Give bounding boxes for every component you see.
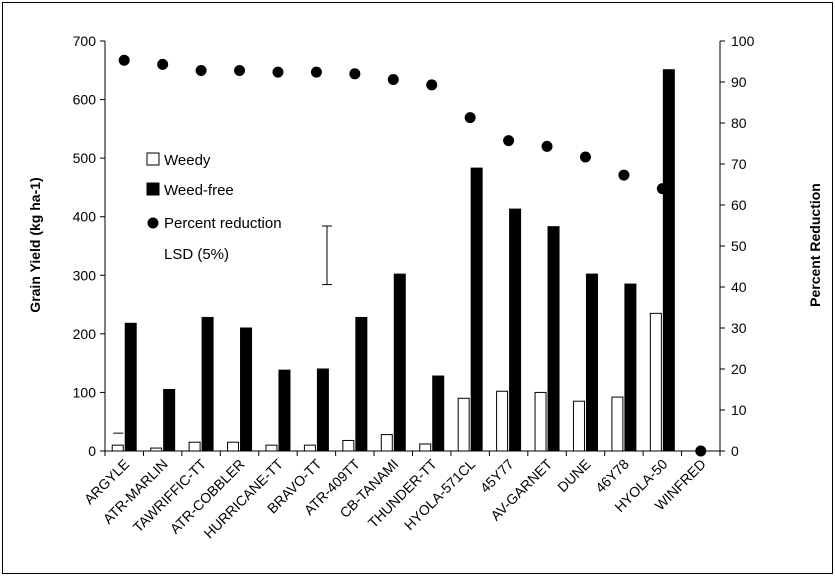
y2-tick-label: 20 [731, 361, 747, 377]
point-percent-reduction [157, 58, 169, 70]
bar-weed-free [470, 167, 483, 452]
point-percent-reduction [310, 66, 322, 78]
legend: Weedy Weed-free Percent reduction LSD (5… [146, 152, 282, 263]
y2-tick-label: 60 [731, 197, 747, 213]
y-tick-label: 100 [73, 384, 97, 400]
point-percent-reduction [195, 65, 207, 77]
bar-weed-free [624, 283, 637, 452]
bar-weedy [342, 439, 355, 452]
point-percent-reduction [426, 79, 438, 91]
point-percent-reduction [234, 65, 246, 77]
bar-weedy [303, 444, 316, 452]
y2-tick-label: 70 [731, 156, 747, 172]
bar-weedy [380, 434, 393, 452]
bar-weedy [534, 391, 547, 452]
bar-weed-free [240, 327, 253, 452]
bar-weed-free [201, 316, 214, 452]
bar-weed-free [278, 369, 291, 452]
point-percent-reduction [656, 183, 668, 195]
y-tick-label: 600 [73, 92, 97, 108]
point-percent-reduction [618, 169, 630, 181]
bar-weedy [572, 400, 585, 452]
bar-weed-free [585, 273, 598, 452]
y-tick-label: 200 [73, 326, 97, 342]
bar-weedy [649, 312, 662, 452]
y-tick-label: 500 [73, 150, 97, 166]
bar-weed-free [662, 69, 675, 452]
point-percent-reduction [387, 74, 399, 86]
bar-weed-free [355, 316, 368, 452]
y2-tick-label: 0 [731, 443, 739, 459]
y2-tick-label: 50 [731, 238, 747, 254]
bar-weed-free [393, 273, 406, 452]
legend-marker-percent-reduction [147, 217, 159, 229]
bar-weed-free [509, 208, 522, 452]
bar-weed-free [316, 368, 329, 452]
legend-swatch-weed-free [146, 182, 160, 196]
legend-label-weedy: Weedy [164, 152, 211, 169]
legend-label-weed-free: Weed-free [164, 182, 234, 199]
bar-weed-free [432, 375, 445, 452]
bar-weedy [227, 441, 240, 452]
point-percent-reduction [349, 68, 361, 80]
bar-weed-free [124, 322, 137, 452]
bar-weedy [419, 443, 432, 452]
bar-weedy [265, 444, 278, 452]
point-percent-reduction [118, 54, 130, 66]
y2-tick-label: 40 [731, 279, 747, 295]
y2-tick-label: 90 [731, 74, 747, 90]
bar-weedy [457, 397, 470, 452]
y2-tick-label: 30 [731, 320, 747, 336]
point-percent-reduction [464, 112, 476, 124]
y-tick-label: 400 [73, 209, 97, 225]
y2-tick-label: 10 [731, 402, 747, 418]
point-percent-reduction [503, 135, 515, 147]
y-tick-label: 300 [73, 267, 97, 283]
y-axis-title: Grain Yield (kg ha-1) [27, 177, 43, 312]
y-tick-label: 700 [73, 33, 97, 49]
legend-label-lsd: LSD (5%) [164, 246, 229, 263]
legend-swatch-weedy [146, 152, 160, 166]
bar-weedy [150, 447, 163, 452]
bar-weed-free [547, 226, 560, 452]
point-percent-reduction [579, 151, 591, 163]
bar-weedy [496, 390, 509, 452]
y2-tick-label: 100 [731, 33, 755, 49]
y-tick-label: 0 [88, 443, 96, 459]
point-percent-reduction [272, 66, 284, 78]
legend-label-percent-reduction: Percent reduction [164, 215, 282, 232]
bar-weed-free [163, 389, 176, 452]
point-percent-reduction [695, 445, 707, 457]
bar-weedy [111, 444, 124, 452]
point-percent-reduction [541, 140, 553, 152]
y2-tick-label: 80 [731, 115, 747, 131]
bar-weedy [611, 396, 624, 452]
y2-axis-title: Percent Reduction [807, 183, 823, 307]
bar-weedy [188, 441, 201, 452]
